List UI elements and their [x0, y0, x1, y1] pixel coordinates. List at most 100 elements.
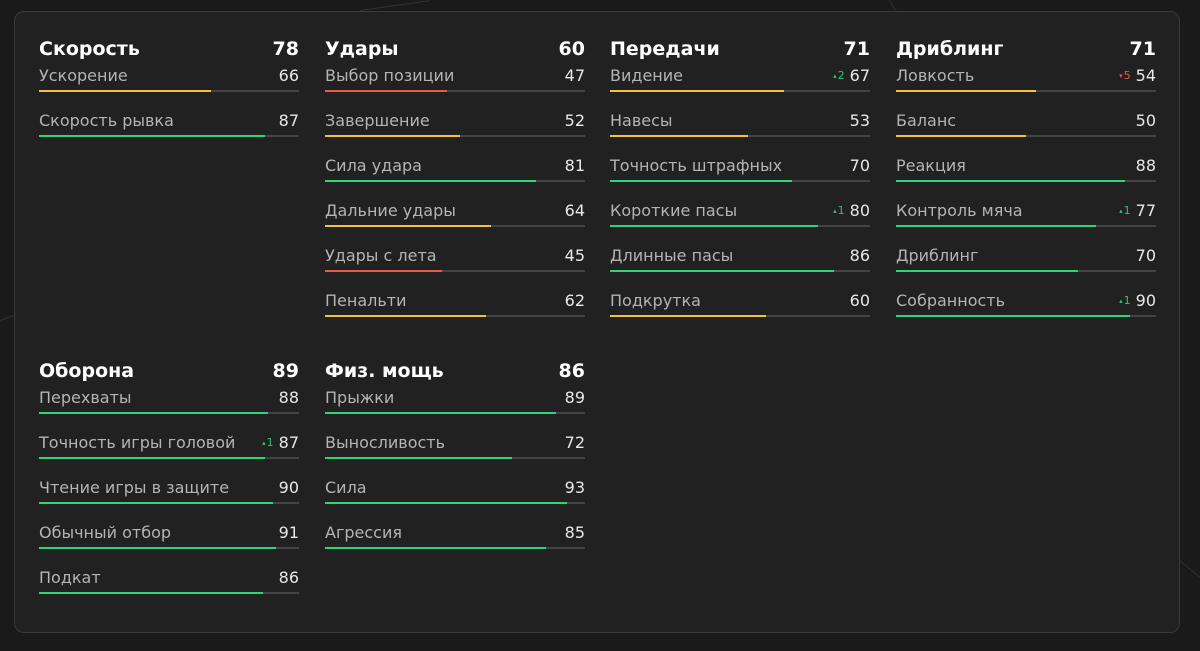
- attribute-bar-track: [610, 180, 870, 182]
- attribute-bar-fill: [610, 90, 785, 92]
- group-title: Дриблинг: [896, 38, 1004, 60]
- attribute-bar-track: [39, 412, 299, 414]
- attribute-label: Собранность: [896, 291, 1006, 310]
- group-value: 86: [558, 360, 585, 382]
- attribute-bar-fill: [39, 135, 266, 137]
- group-title: Удары: [325, 38, 399, 60]
- attribute-value: 88: [278, 388, 299, 407]
- attribute-bar-fill: [325, 315, 487, 317]
- attribute-bar-fill: [325, 135, 461, 137]
- attribute-label: Подкат: [39, 568, 101, 587]
- attribute-value: 81: [564, 156, 585, 175]
- attribute-bar-track: [896, 225, 1156, 227]
- attribute-label: Сила: [325, 478, 367, 497]
- attribute-bar-track: [325, 225, 585, 227]
- attribute-row: Видение 267: [610, 61, 870, 106]
- attribute-value: 87: [278, 111, 299, 130]
- attribute-row: Короткие пасы 180: [610, 196, 870, 241]
- attribute-label: Короткие пасы: [610, 201, 738, 220]
- attribute-label: Точность игры головой: [39, 433, 236, 452]
- attribute-value: 62: [564, 291, 585, 310]
- attribute-bar-fill: [610, 135, 748, 137]
- attribute-label: Дальние удары: [325, 201, 456, 220]
- attribute-value: 60: [849, 291, 870, 310]
- attribute-bar-track: [610, 135, 870, 137]
- attribute-bar-fill: [325, 457, 513, 459]
- attribute-row: Реакция 88: [896, 151, 1156, 196]
- attribute-bar-fill: [39, 592, 263, 594]
- attribute-bar-fill: [610, 270, 834, 272]
- attribute-row: Скорость рывка 87: [39, 106, 299, 151]
- attribute-row: Завершение 52: [325, 106, 585, 151]
- group-value: 89: [272, 360, 299, 382]
- attribute-bar-track: [325, 270, 585, 272]
- background-line: [360, 0, 430, 11]
- attribute-row: Удары с лета 45: [325, 241, 585, 286]
- attribute-change: 1: [262, 433, 274, 453]
- attribute-bar-fill: [896, 225, 1097, 227]
- group-pace: Скорость 78 Ускорение 66 Скорость рывка …: [39, 37, 299, 151]
- attribute-value: 53: [849, 111, 870, 130]
- attribute-label: Пенальти: [325, 291, 407, 310]
- attribute-label: Видение: [610, 66, 683, 85]
- group-title: Скорость: [39, 38, 140, 60]
- attribute-bar-track: [896, 270, 1156, 272]
- attribute-bar-track: [39, 457, 299, 459]
- attribute-bar-fill: [896, 315, 1130, 317]
- attribute-value: 90: [278, 478, 299, 497]
- attribute-value: 54: [1135, 66, 1156, 85]
- attribute-value: 50: [1135, 111, 1156, 130]
- attribute-row: Перехваты 88: [39, 383, 299, 428]
- attribute-bar-fill: [325, 270, 442, 272]
- attribute-bar-fill: [325, 180, 536, 182]
- attribute-bar-fill: [896, 90, 1037, 92]
- attribute-bar-fill: [325, 412, 557, 414]
- attribute-label: Баланс: [896, 111, 957, 130]
- group-physical: Физ. мощь 86 Прыжки 89 Выносливость 72 С…: [325, 359, 585, 563]
- attribute-label: Перехваты: [39, 388, 132, 407]
- attribute-label: Навесы: [610, 111, 673, 130]
- group-header: Удары 60: [325, 37, 585, 61]
- attribute-value: 89: [564, 388, 585, 407]
- attribute-change: 5: [1119, 66, 1131, 86]
- attribute-value: 93: [564, 478, 585, 497]
- attribute-row: Выносливость 72: [325, 428, 585, 473]
- attribute-label: Выносливость: [325, 433, 446, 452]
- attribute-row: Прыжки 89: [325, 383, 585, 428]
- attribute-label: Подкрутка: [610, 291, 701, 310]
- attribute-row: Сила удара 81: [325, 151, 585, 196]
- attribute-change: 1: [1119, 291, 1131, 311]
- attribute-row: Баланс 50: [896, 106, 1156, 151]
- attribute-row: Длинные пасы 86: [610, 241, 870, 286]
- attribute-bar-fill: [325, 502, 567, 504]
- attribute-label: Удары с лета: [325, 246, 437, 265]
- group-title: Оборона: [39, 360, 135, 382]
- attribute-bar-track: [325, 412, 585, 414]
- attribute-label: Скорость рывка: [39, 111, 174, 130]
- group-header: Дриблинг 71: [896, 37, 1156, 61]
- attribute-value: 86: [278, 568, 299, 587]
- attribute-bar-fill: [896, 135, 1026, 137]
- attribute-label: Обычный отбор: [39, 523, 172, 542]
- attribute-change: 2: [833, 66, 845, 86]
- attribute-label: Ускорение: [39, 66, 128, 85]
- attribute-row: Сила 93: [325, 473, 585, 518]
- attribute-bar-track: [325, 180, 585, 182]
- attribute-bar-track: [325, 547, 585, 549]
- attribute-row: Дальние удары 64: [325, 196, 585, 241]
- attribute-label: Агрессия: [325, 523, 402, 542]
- attribute-bar-fill: [325, 90, 448, 92]
- attribute-value: 87: [278, 433, 299, 452]
- attribute-label: Точность штрафных: [610, 156, 783, 175]
- attribute-bar-track: [896, 135, 1156, 137]
- attribute-row: Ловкость 554: [896, 61, 1156, 106]
- attribute-bar-fill: [39, 412, 268, 414]
- attribute-row: Точность игры головой 187: [39, 428, 299, 473]
- group-value: 71: [1129, 38, 1156, 60]
- group-value: 71: [843, 38, 870, 60]
- attribute-label: Выбор позиции: [325, 66, 455, 85]
- attribute-bar-fill: [610, 180, 792, 182]
- group-value: 78: [272, 38, 299, 60]
- attribute-bar-track: [325, 135, 585, 137]
- attribute-label: Прыжки: [325, 388, 395, 407]
